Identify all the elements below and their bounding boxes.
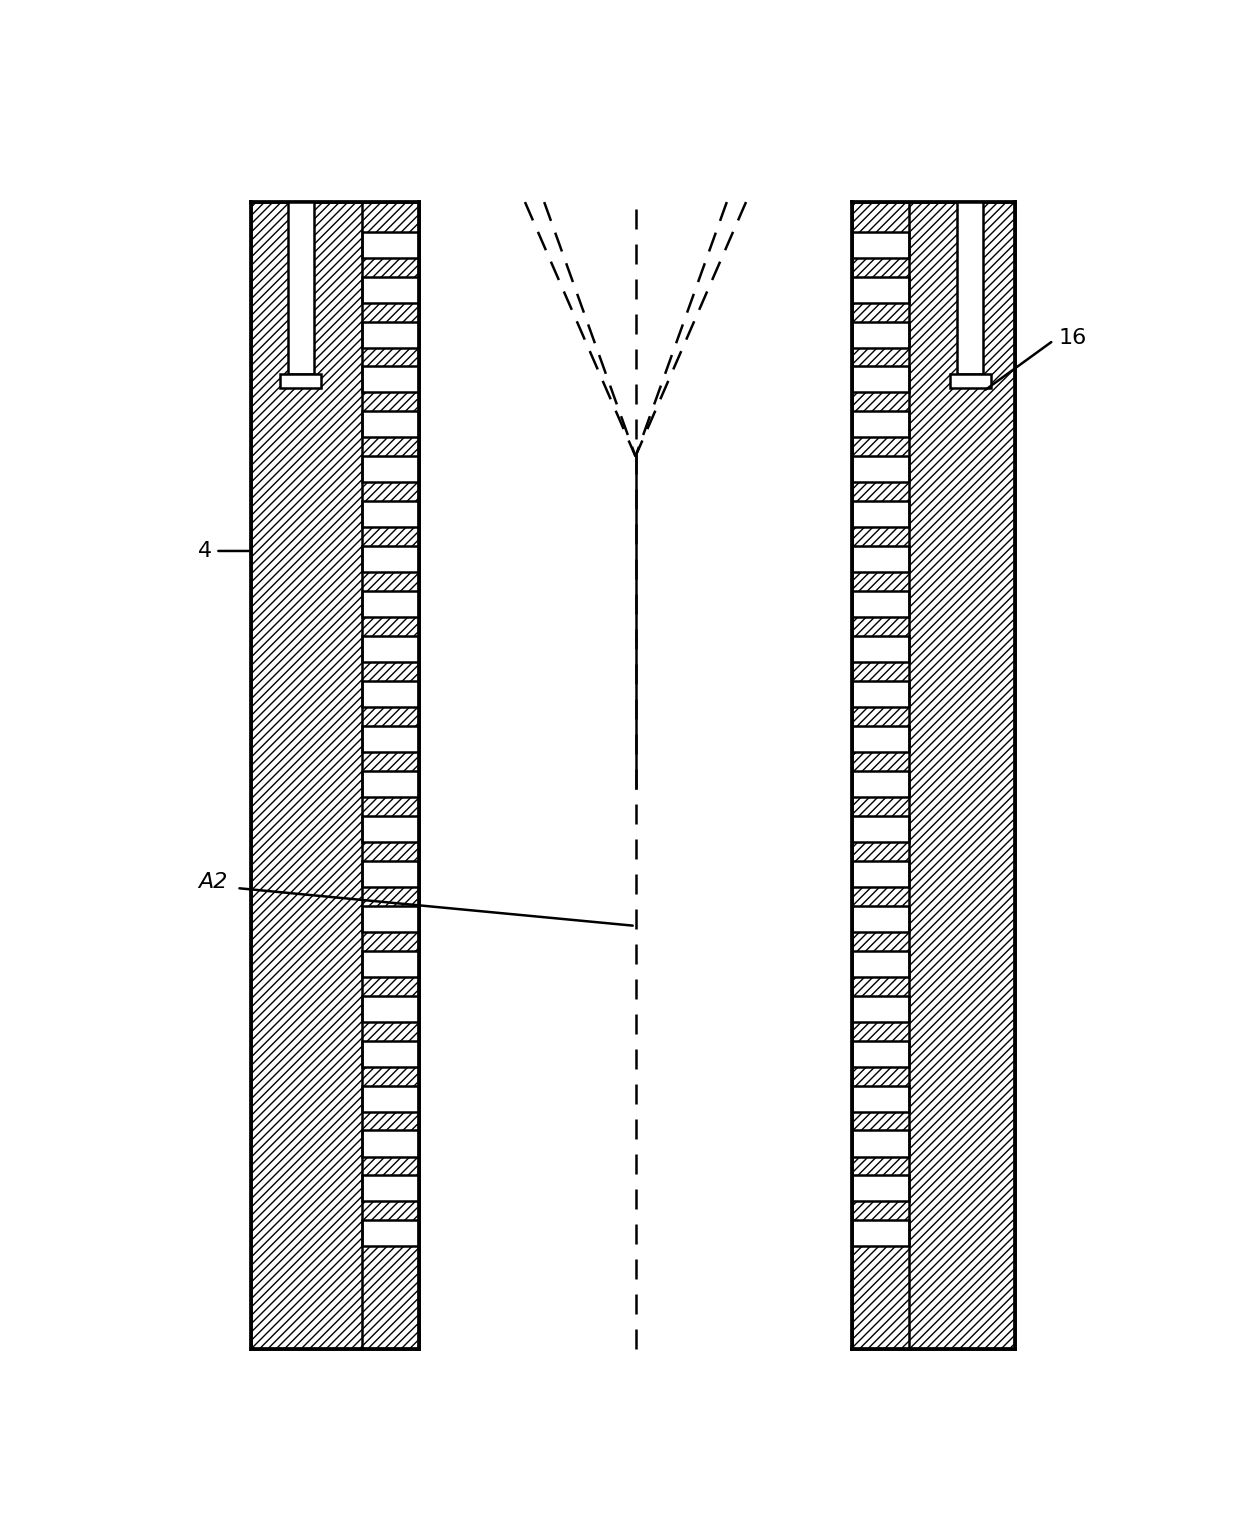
Bar bbox=[852, 771, 909, 797]
Bar bbox=[852, 591, 909, 617]
Bar bbox=[362, 680, 419, 707]
Bar bbox=[362, 771, 419, 797]
Bar bbox=[362, 1040, 419, 1066]
Bar bbox=[852, 680, 909, 707]
Bar bbox=[362, 367, 419, 393]
Bar bbox=[852, 276, 909, 303]
Bar bbox=[362, 276, 419, 303]
Bar bbox=[852, 636, 909, 662]
Bar bbox=[852, 816, 909, 842]
Bar bbox=[852, 860, 909, 886]
Bar bbox=[852, 1086, 909, 1112]
Bar bbox=[362, 412, 419, 438]
Bar bbox=[362, 1175, 419, 1201]
Bar bbox=[852, 1040, 909, 1066]
Bar bbox=[852, 203, 1016, 1349]
Bar bbox=[362, 816, 419, 842]
Bar bbox=[852, 1221, 909, 1246]
Bar bbox=[362, 456, 419, 482]
Bar bbox=[362, 951, 419, 977]
Bar bbox=[852, 1175, 909, 1201]
Bar bbox=[852, 501, 909, 527]
Bar bbox=[280, 373, 321, 387]
Bar bbox=[362, 1130, 419, 1157]
Bar bbox=[362, 906, 419, 932]
Bar bbox=[362, 1086, 419, 1112]
Bar bbox=[362, 727, 419, 753]
Bar bbox=[362, 860, 419, 886]
Bar bbox=[957, 203, 983, 373]
Bar bbox=[852, 321, 909, 347]
Bar bbox=[950, 373, 991, 387]
Bar bbox=[362, 232, 419, 258]
Bar bbox=[362, 547, 419, 573]
Bar bbox=[362, 636, 419, 662]
Bar bbox=[362, 995, 419, 1021]
Bar bbox=[250, 203, 419, 1349]
Bar bbox=[362, 321, 419, 347]
Bar bbox=[288, 203, 314, 373]
Text: 4: 4 bbox=[198, 541, 212, 561]
Bar bbox=[852, 412, 909, 438]
Text: A2: A2 bbox=[198, 872, 228, 892]
Bar bbox=[852, 906, 909, 932]
Bar bbox=[362, 591, 419, 617]
Bar bbox=[852, 547, 909, 573]
Bar bbox=[852, 951, 909, 977]
Bar bbox=[362, 501, 419, 527]
Bar bbox=[362, 1221, 419, 1246]
Bar bbox=[852, 367, 909, 393]
Text: 16: 16 bbox=[1058, 329, 1086, 349]
Bar bbox=[852, 232, 909, 258]
Bar bbox=[852, 456, 909, 482]
Bar bbox=[852, 995, 909, 1021]
Bar bbox=[852, 1130, 909, 1157]
Bar bbox=[852, 727, 909, 753]
